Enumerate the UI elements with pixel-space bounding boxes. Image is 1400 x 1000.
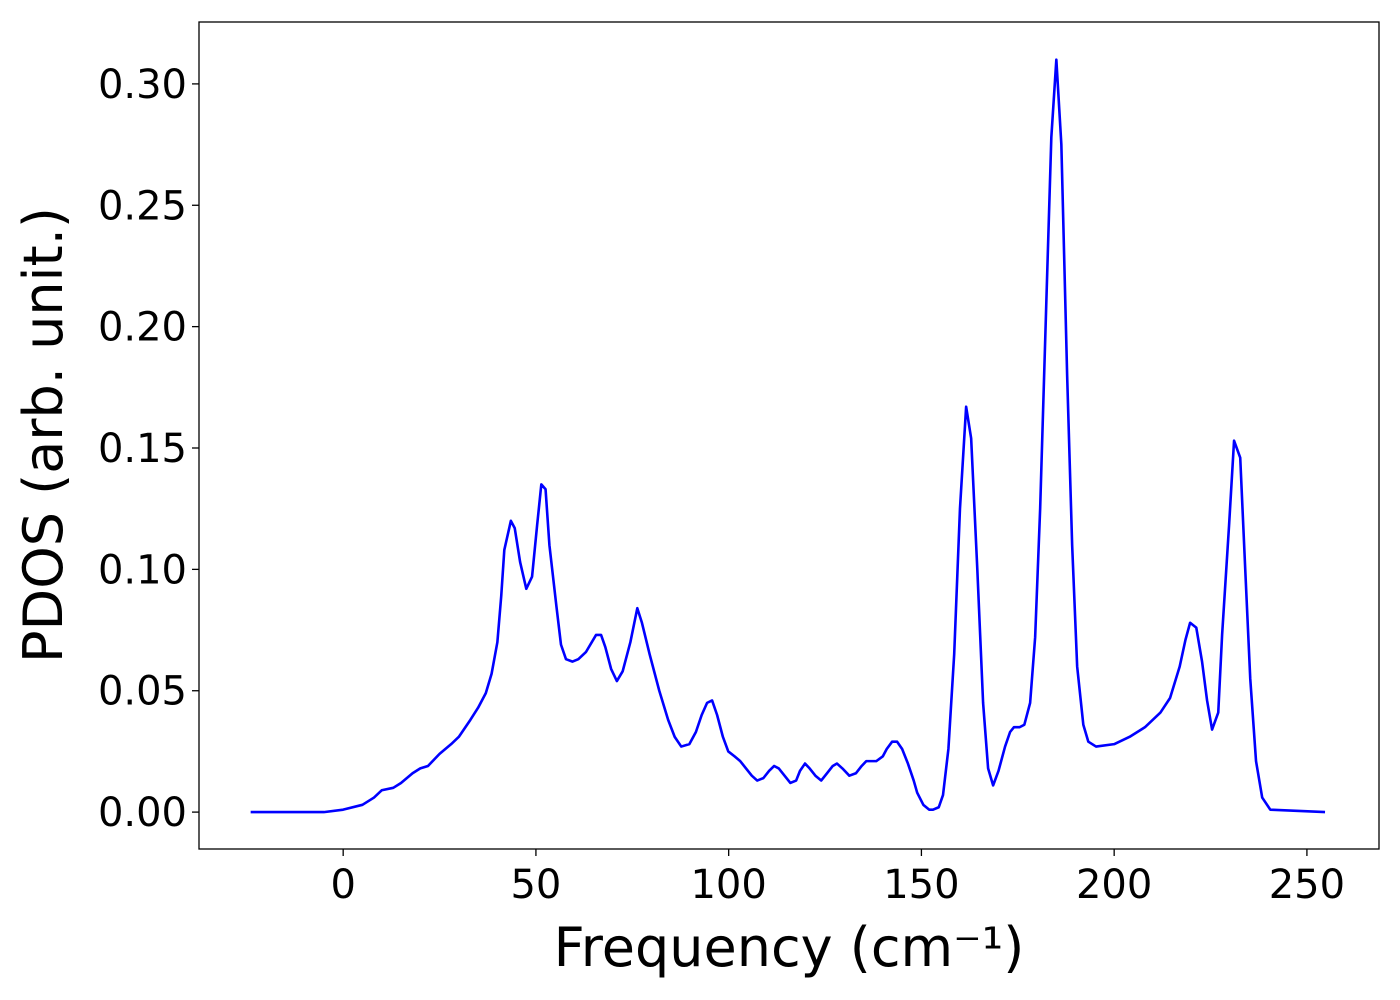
x-axis-label: Frequency (cm⁻¹) xyxy=(554,916,1025,979)
y-tick-label: 0.20 xyxy=(98,305,187,351)
y-tick-label: 0.10 xyxy=(98,547,187,593)
y-tick-label: 0.15 xyxy=(98,426,187,472)
y-tick-label: 0.00 xyxy=(98,790,187,836)
x-tick-label: 100 xyxy=(690,862,766,908)
x-tick-label: 50 xyxy=(510,862,561,908)
plot-frame xyxy=(198,21,1380,850)
y-axis-label: PDOS (arb. unit.) xyxy=(12,207,75,663)
y-tick-label: 0.25 xyxy=(98,183,187,229)
x-tick-label: 150 xyxy=(883,862,959,908)
y-tick-label: 0.05 xyxy=(98,669,187,715)
y-tick-label: 0.30 xyxy=(98,62,187,108)
x-tick-label: 200 xyxy=(1076,862,1152,908)
data-line xyxy=(250,58,1326,814)
x-tick-label: 0 xyxy=(330,862,355,908)
x-tick-label: 250 xyxy=(1269,862,1345,908)
